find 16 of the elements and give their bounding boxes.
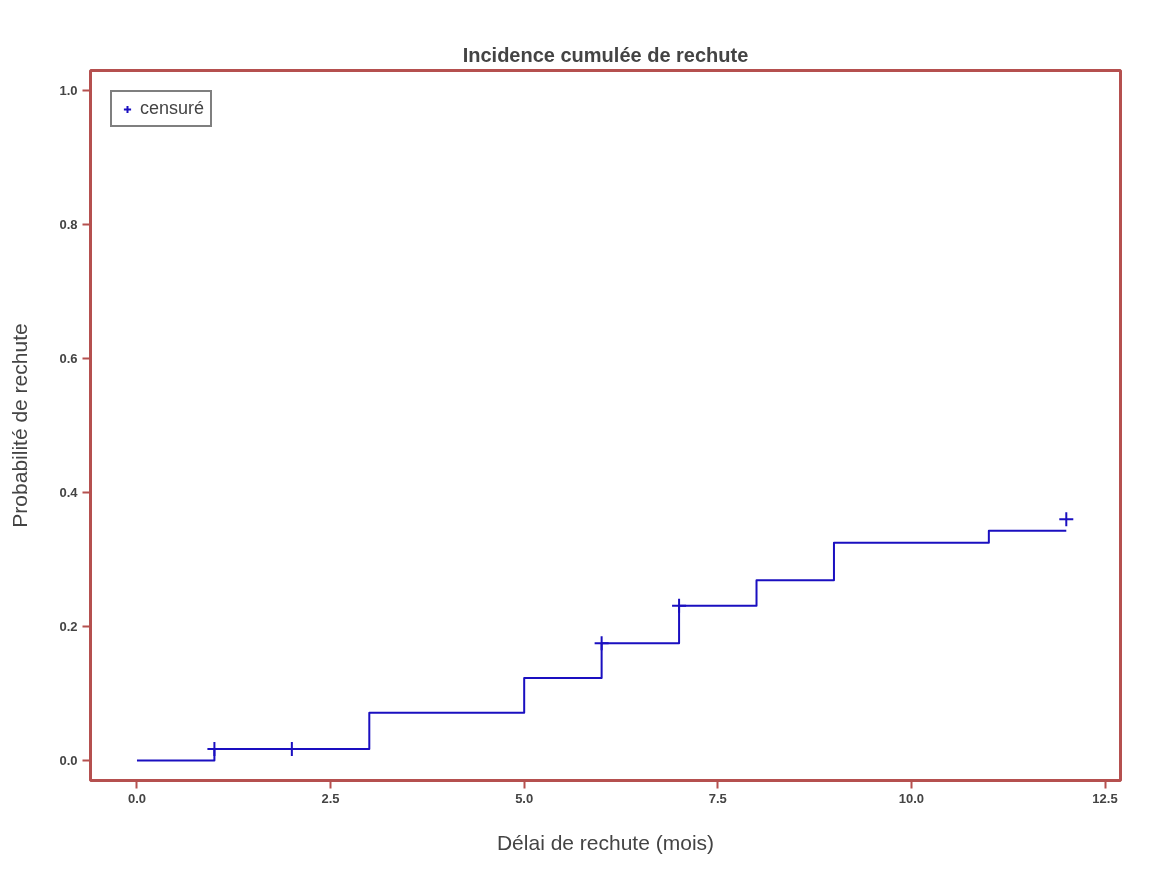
y-axis-title: Probabilité de rechute: [8, 323, 32, 528]
y-tick-label: 0.0: [59, 752, 78, 768]
x-tick-label: 12.5: [1092, 790, 1118, 806]
chart-title: Incidence cumulée de rechute: [462, 43, 749, 66]
x-tick-label: 2.5: [321, 790, 340, 806]
y-tick-label: 0.8: [59, 217, 78, 233]
y-tick-label: 0.6: [59, 351, 78, 367]
x-tick-label: 5.0: [515, 790, 534, 806]
y-tick-label: 0.2: [59, 618, 78, 634]
legend-label: censuré: [140, 98, 205, 119]
x-axis-title: Délai de rechute (mois): [496, 830, 715, 854]
x-tick-label: 10.0: [898, 790, 925, 806]
y-tick-label: 1.0: [59, 83, 78, 99]
x-tick-label: 7.5: [708, 790, 727, 806]
y-tick-label: 0.4: [59, 484, 79, 500]
x-tick-label: 0.0: [127, 790, 147, 806]
